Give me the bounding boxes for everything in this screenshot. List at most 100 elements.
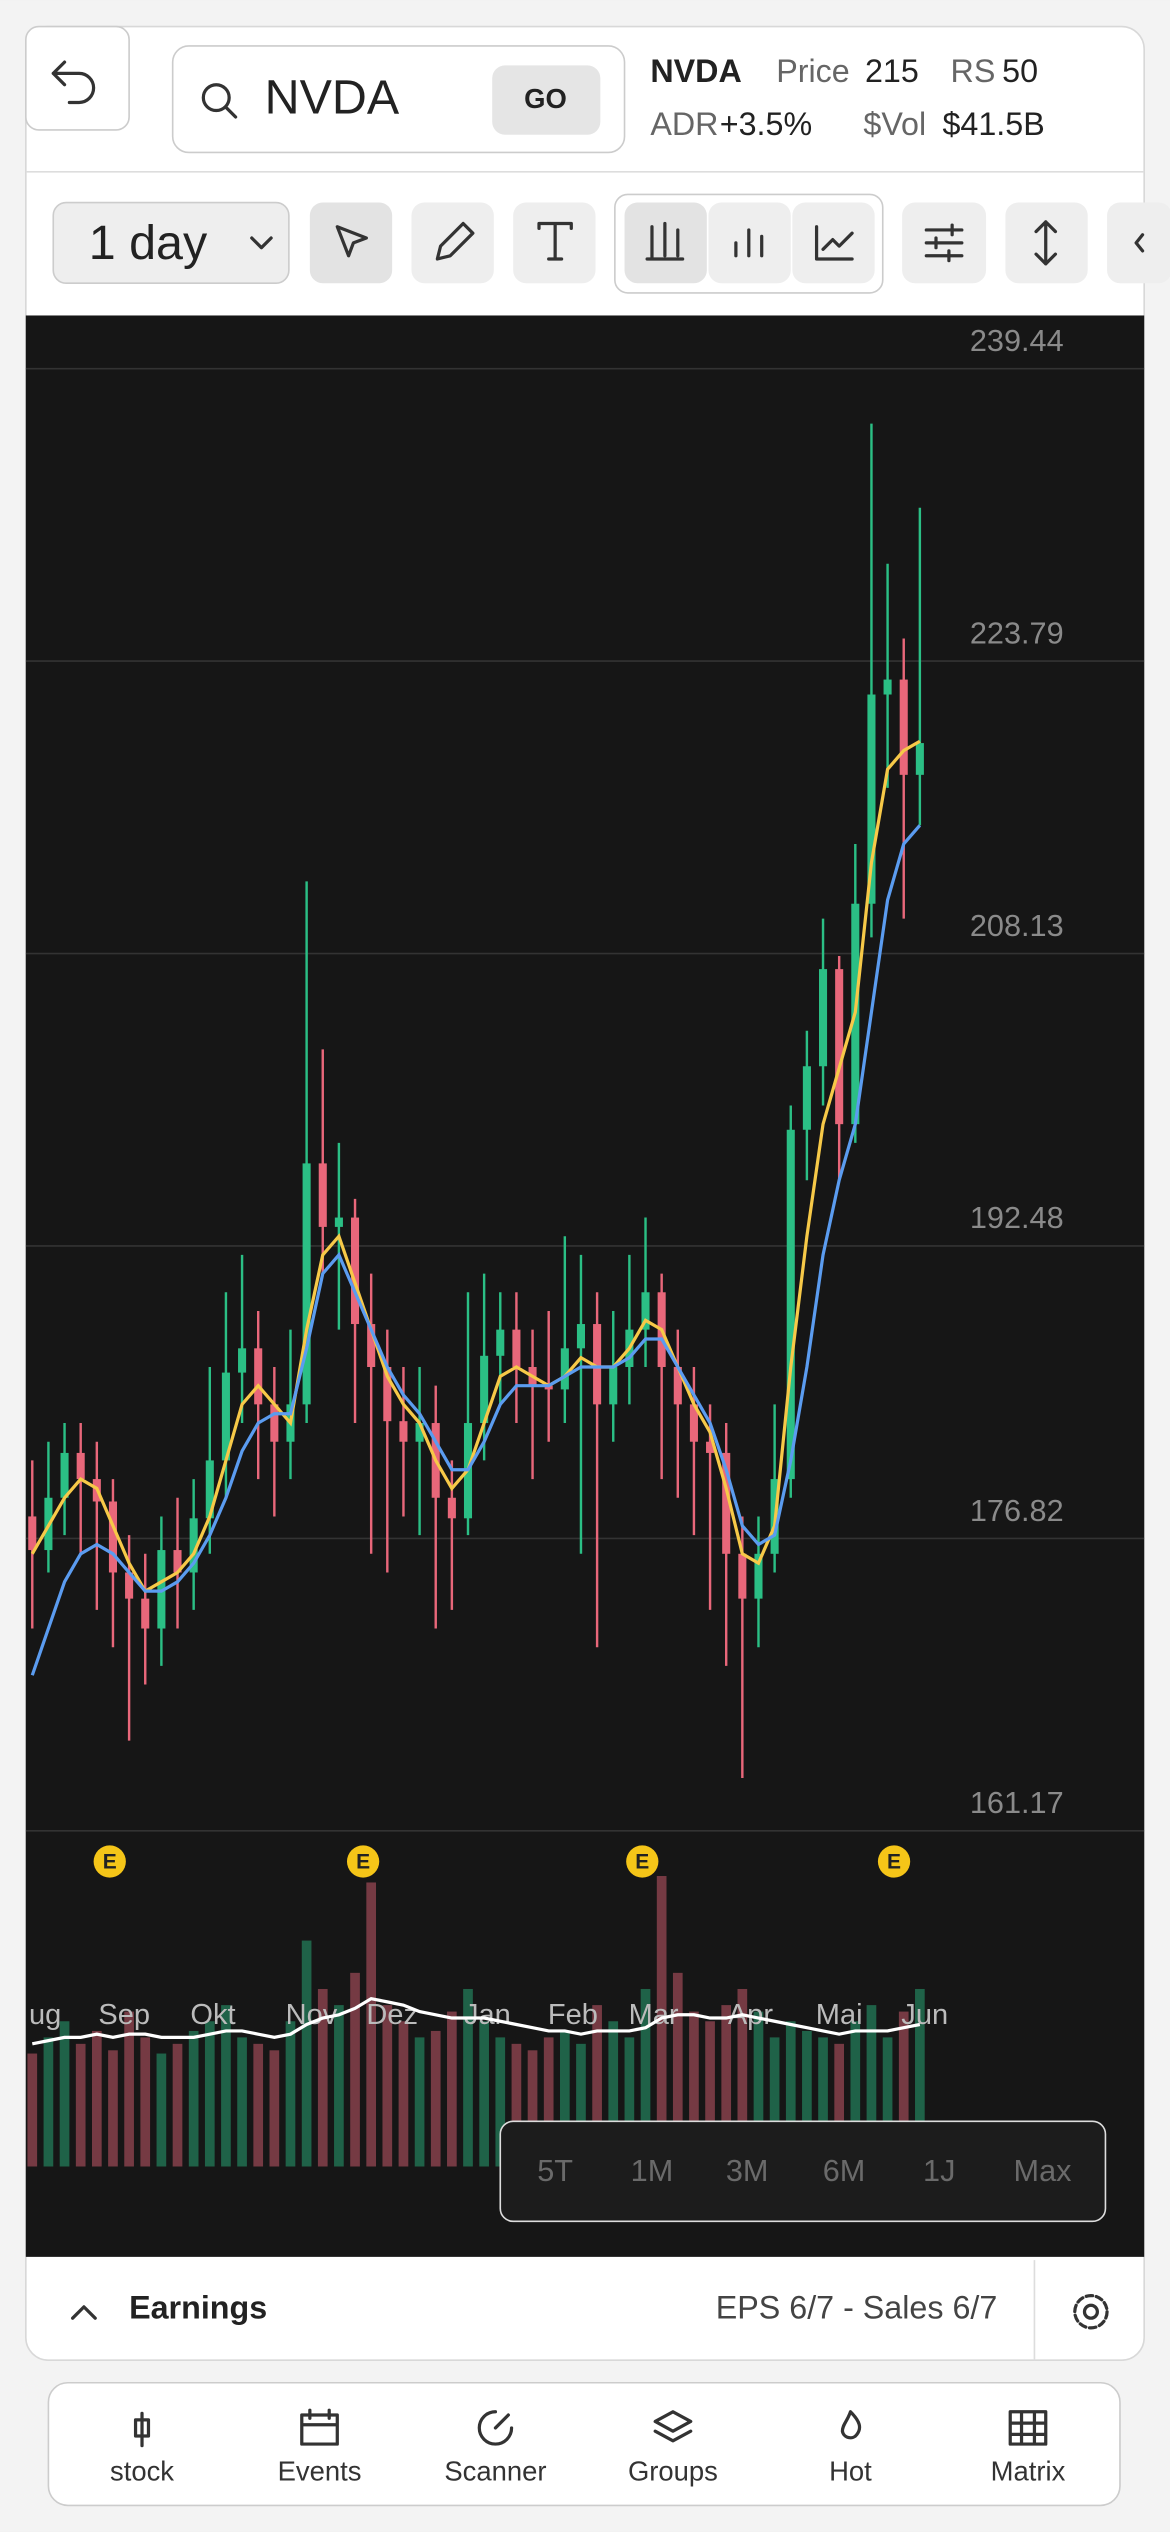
volume-bar	[430, 2030, 441, 2167]
month-label: ug	[29, 1999, 61, 2031]
volume-bar	[495, 2037, 506, 2167]
ticker: NVDA	[650, 53, 741, 89]
go-label[interactable]: GO	[524, 83, 567, 114]
candle-body	[673, 1366, 682, 1405]
volume-bar	[640, 1988, 651, 2167]
candle-body	[641, 1292, 650, 1330]
volume-bar	[543, 2037, 554, 2167]
nav-label[interactable]: Hot	[829, 2455, 872, 2486]
candle-body	[334, 1217, 343, 1227]
earnings-dot	[346, 1845, 380, 1878]
volume-bar	[576, 2043, 586, 2167]
candle-body	[754, 1553, 763, 1599]
month-label: Mai	[816, 1999, 863, 2031]
volume-bar	[882, 2037, 893, 2167]
y-tick-label: 208.13	[970, 909, 1064, 943]
candle-body	[722, 1452, 731, 1554]
candle-body	[221, 1372, 230, 1461]
interval-label[interactable]: 1 day	[89, 216, 208, 270]
nav-label[interactable]: Groups	[628, 2455, 718, 2486]
chart-background	[25, 315, 1145, 2257]
earnings-dot	[877, 1845, 911, 1878]
volume-bar	[334, 2005, 344, 2167]
candle-body	[125, 1572, 134, 1599]
range-button[interactable]: 5T	[537, 2154, 573, 2188]
rs: 50	[1002, 53, 1038, 89]
go-button[interactable]	[492, 65, 601, 135]
nav-icon[interactable]	[653, 2410, 693, 2443]
candle-body	[689, 1404, 698, 1442]
earnings-toggle[interactable]	[71, 2305, 97, 2320]
candle-body	[496, 1329, 505, 1356]
volume-bar	[285, 2021, 296, 2167]
cursor-tool[interactable]	[309, 202, 393, 284]
volume-bar	[915, 1988, 925, 2167]
interval-select[interactable]: 1 day	[52, 201, 290, 285]
adr-label: ADR	[650, 106, 718, 142]
candle-body	[544, 1385, 553, 1390]
volume-bar	[705, 2021, 715, 2167]
range-button[interactable]: Max	[1014, 2154, 1072, 2188]
more-tool[interactable]	[1107, 202, 1170, 284]
nav-icon[interactable]	[133, 2411, 151, 2448]
month-label: Nov	[286, 1999, 338, 2031]
volume-bar	[463, 1988, 473, 2167]
range-button[interactable]: 1J	[923, 2154, 955, 2188]
line-type[interactable]	[792, 202, 875, 284]
gear-button[interactable]	[1073, 2293, 1109, 2330]
bar-type[interactable]	[708, 202, 791, 284]
earnings-title[interactable]: Earnings	[129, 2290, 267, 2326]
nav-label[interactable]: Scanner	[444, 2455, 546, 2486]
candle-body	[76, 1452, 85, 1480]
nav-icon[interactable]	[477, 2410, 514, 2446]
candle-body	[576, 1324, 585, 1349]
candle-type[interactable]	[624, 202, 707, 284]
candle-body	[835, 969, 844, 1125]
nav-icon[interactable]	[840, 2410, 862, 2440]
nav-icon[interactable]	[1008, 2410, 1048, 2446]
nav-label[interactable]: Matrix	[991, 2455, 1066, 2486]
range-button[interactable]: 1M	[631, 2154, 674, 2188]
range-button[interactable]: 6M	[823, 2154, 866, 2188]
candle-body	[108, 1501, 117, 1573]
volume-bar	[253, 2043, 264, 2167]
candle-body	[802, 1066, 811, 1130]
volume-bar	[124, 2011, 134, 2167]
candle-body	[157, 1550, 166, 1629]
price: 215	[865, 53, 919, 89]
volume-bar	[59, 2021, 70, 2167]
candle-body	[351, 1217, 360, 1325]
y-tick-label: 223.79	[970, 616, 1064, 650]
search-box[interactable]: NVDA GO	[171, 45, 626, 154]
range-button[interactable]: 3M	[726, 2154, 769, 2188]
back-button[interactable]	[25, 25, 130, 131]
settings-tool[interactable]	[902, 202, 987, 284]
search-text[interactable]: NVDA	[265, 71, 400, 125]
candle-body	[560, 1348, 569, 1390]
volume-bar	[608, 2021, 619, 2167]
month-label: Jan	[464, 1999, 511, 2031]
candle-body	[480, 1355, 489, 1424]
y-tick-label: 239.44	[970, 324, 1064, 358]
scale-tool[interactable]	[1005, 202, 1088, 284]
candle-body	[205, 1460, 214, 1519]
moving-average	[30, 824, 922, 1676]
pencil-tool[interactable]	[411, 202, 494, 284]
candle-body	[238, 1348, 247, 1373]
candle-body	[706, 1441, 715, 1453]
volume-bar	[737, 1988, 748, 2167]
y-tick-label: 192.48	[970, 1201, 1064, 1235]
earnings-marker: E	[356, 1851, 370, 1874]
candle-body	[447, 1497, 456, 1519]
range-box	[499, 2120, 1107, 2223]
volume-bar	[898, 2011, 909, 2167]
volume-bar	[624, 2037, 635, 2167]
nav-label[interactable]: Events	[278, 2455, 362, 2486]
range-buttons: 5T 1M 3M 6M 1J Max	[537, 2154, 1071, 2188]
nav-label[interactable]: stock	[110, 2455, 174, 2486]
nav-icon[interactable]	[300, 2408, 339, 2446]
text-tool[interactable]	[513, 202, 596, 284]
volume-bar	[527, 2050, 538, 2167]
